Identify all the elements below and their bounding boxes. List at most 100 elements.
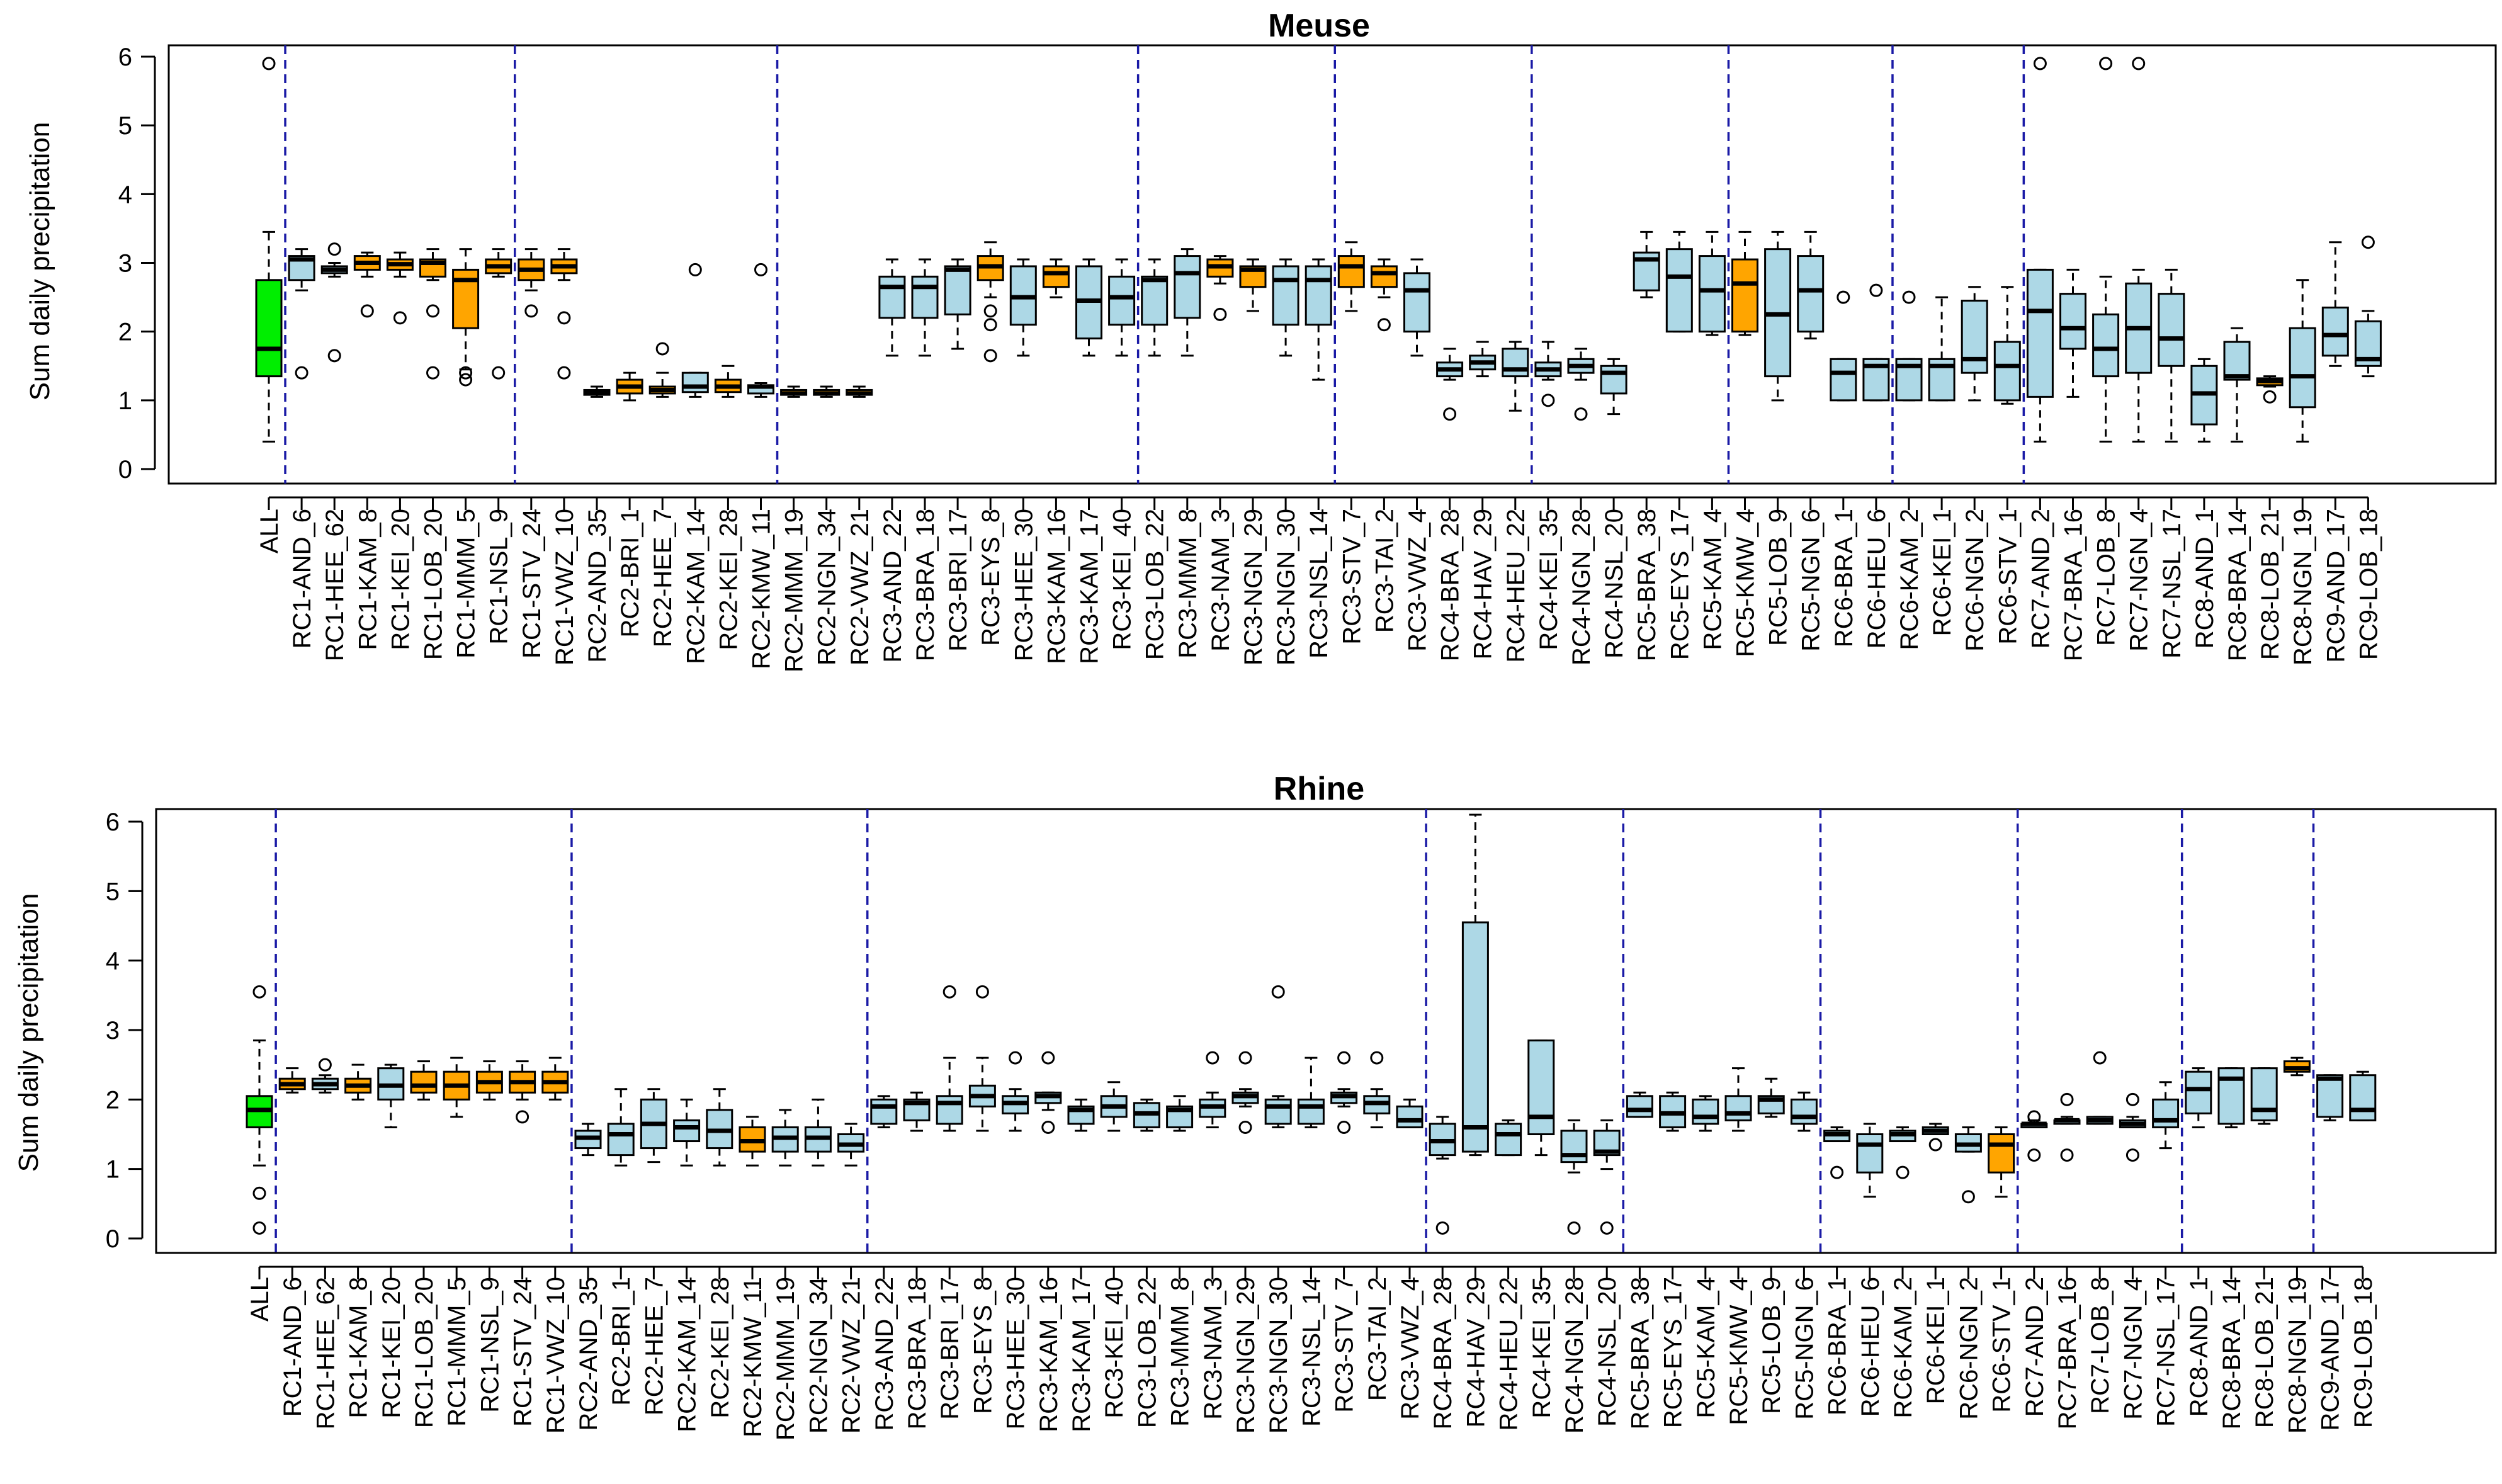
iqr-box — [1665, 248, 1693, 333]
x-tick-label: RC3-VWZ_4 — [1404, 509, 1432, 652]
outlier-point — [2126, 1148, 2139, 1162]
x-tick-label: RC1-LOB_20 — [420, 509, 448, 660]
x-tick-label: RC8-AND_1 — [2191, 509, 2219, 649]
box-RC8-LOB_21 — [2256, 375, 2284, 404]
outlier-point — [252, 1186, 266, 1200]
box-RC5-BRA_38 — [1626, 1091, 1653, 1118]
x-tick-label: RC8-LOB_21 — [2251, 1277, 2278, 1428]
box-RC3-KEI_40 — [1108, 258, 1136, 357]
box-RC1-VWZ_10 — [550, 248, 578, 380]
outlier-point — [393, 311, 407, 325]
box-RC3-NAM_3 — [1206, 255, 1234, 321]
box-RC3-NSL_14 — [1297, 1056, 1325, 1128]
x-tick-label: RC1-HEE_62 — [321, 509, 349, 661]
box-RC6-KAM_2 — [1889, 1126, 1916, 1179]
x-tick-label: RC3-LOB_22 — [1141, 509, 1169, 660]
x-tick-label: RC3-AND_22 — [879, 509, 907, 663]
box-RC2-VWZ_21 — [846, 385, 873, 398]
iqr-box — [1042, 265, 1070, 288]
box-RC8-NGN_19 — [2289, 279, 2316, 443]
box-RC6-KEI_1 — [1922, 1123, 1949, 1152]
rhine-panel: Rhine Sum daily precipitation 0 1 2 3 4 5 6 ALL… — [13, 771, 2497, 1441]
box-RC7-AND_2 — [2020, 1110, 2048, 1162]
box-RC4-BRA_28 — [1429, 1116, 1456, 1235]
x-tick-label: RC9-AND_17 — [2317, 1277, 2345, 1431]
x-tick-label: RC7-BRA_16 — [2054, 1277, 2081, 1429]
outlier-point — [360, 304, 374, 318]
box-RC4-KEI_35 — [1527, 1039, 1555, 1157]
box-RC5-NGN_6 — [1790, 1091, 1818, 1132]
x-tick-label: RC6-BRA_1 — [1824, 1277, 1852, 1415]
x-tick-label: RC2-HEE_7 — [640, 1277, 668, 1415]
box-RC3-MMM_8 — [1166, 1095, 1194, 1132]
iqr-box — [1141, 275, 1169, 326]
box-RC6-BRA_1 — [1830, 290, 1857, 402]
y-tick-label: 4 — [106, 948, 120, 975]
outlier-point — [524, 304, 538, 318]
x-tick-label: RC2-KMW_11 — [748, 509, 776, 669]
x-tick-label: RC1-NSL_9 — [476, 1277, 504, 1413]
x-tick-label: RC4-NSL_20 — [1593, 1277, 1621, 1427]
iqr-box — [1495, 1123, 1522, 1157]
box-RC7-AND_2 — [2026, 57, 2054, 443]
outlier-point — [1541, 394, 1555, 407]
x-tick-label: RC1-KAM_8 — [345, 1277, 373, 1419]
y-tick-label: 2 — [118, 319, 132, 346]
outlier-point — [1574, 407, 1588, 421]
box-RC3-EYS_8 — [968, 985, 996, 1132]
box-RC2-VWZ_21 — [837, 1123, 865, 1167]
x-tick-label: RC3-NGN_30 — [1265, 1277, 1293, 1434]
box-RC2-KAM_14 — [673, 1098, 701, 1167]
box-RC5-KAM_4 — [1698, 230, 1726, 336]
box-RC3-AND_22 — [870, 1095, 898, 1128]
x-tick-label: ALL — [246, 1277, 274, 1322]
outlier-point — [2099, 57, 2113, 71]
x-tick-label: RC6-NGN_2 — [1961, 509, 1989, 652]
box-RC6-KEI_1 — [1928, 296, 1956, 402]
iqr-box — [1461, 921, 1489, 1153]
outlier-point — [426, 304, 439, 318]
x-tick-label: RC2-MMM_19 — [772, 1277, 800, 1441]
x-tick-label: RC3-EYS_8 — [969, 1277, 997, 1414]
meuse-panel: Meuse Sum daily precipitation 0 1 2 3 4 5 6 ALL… — [25, 8, 2497, 672]
outlier-point — [1902, 290, 1916, 304]
x-tick-label: RC2-BRI_1 — [616, 509, 644, 638]
outlier-point — [318, 1058, 332, 1072]
box-RC2-MMM_19 — [780, 385, 808, 398]
box-RC6-HEU_6 — [1862, 283, 1890, 402]
outlier-point — [1337, 1120, 1351, 1134]
x-tick-label: RC6-HEU_6 — [1857, 1277, 1884, 1417]
iqr-box — [2349, 1074, 2377, 1121]
x-tick-label: RC5-KAM_4 — [1692, 1277, 1720, 1419]
iqr-box — [255, 279, 283, 378]
x-tick-label: RC2-MMM_19 — [781, 509, 808, 672]
box-RC3-HEE_30 — [1009, 258, 1037, 357]
y-tick-label: 1 — [106, 1156, 120, 1184]
outlier-point — [1337, 1051, 1351, 1065]
iqr-box — [1174, 255, 1201, 319]
box-RC7-NGN_4 — [2119, 1092, 2146, 1162]
box-RC1-MMM_5 — [443, 1056, 470, 1118]
iqr-box — [1993, 341, 2021, 402]
box-RC8-LOB_21 — [2250, 1067, 2278, 1125]
x-tick-label: RC3-NGN_30 — [1272, 509, 1300, 666]
box-RC3-TAI_2 — [1370, 258, 1398, 332]
x-tick-label: RC2-KMW_11 — [739, 1277, 767, 1437]
x-tick-label: RC1-KAM_8 — [354, 509, 382, 650]
box-RC4-HEU_22 — [1502, 341, 1529, 412]
box-RC3-TAI_2 — [1363, 1051, 1391, 1128]
x-tick-label: RC7-BRA_16 — [2060, 509, 2088, 661]
box-RC2-NGN_34 — [813, 385, 841, 398]
box-RC1-VWZ_10 — [541, 1056, 569, 1101]
x-tick-label: RC3-NAM_3 — [1207, 509, 1235, 652]
iqr-box — [911, 275, 939, 319]
y-tick-label: 0 — [106, 1225, 120, 1253]
x-tick-label: RC2-KEI_28 — [706, 1277, 734, 1419]
outlier-point — [2263, 390, 2277, 404]
box-RC5-NGN_6 — [1797, 230, 1825, 340]
x-tick-label: RC7-AND_2 — [2021, 1277, 2049, 1417]
box-RC1-LOB_20 — [410, 1060, 438, 1101]
outlier-point — [1370, 1051, 1384, 1065]
x-tick-label: RC3-KEI_40 — [1101, 1277, 1128, 1419]
